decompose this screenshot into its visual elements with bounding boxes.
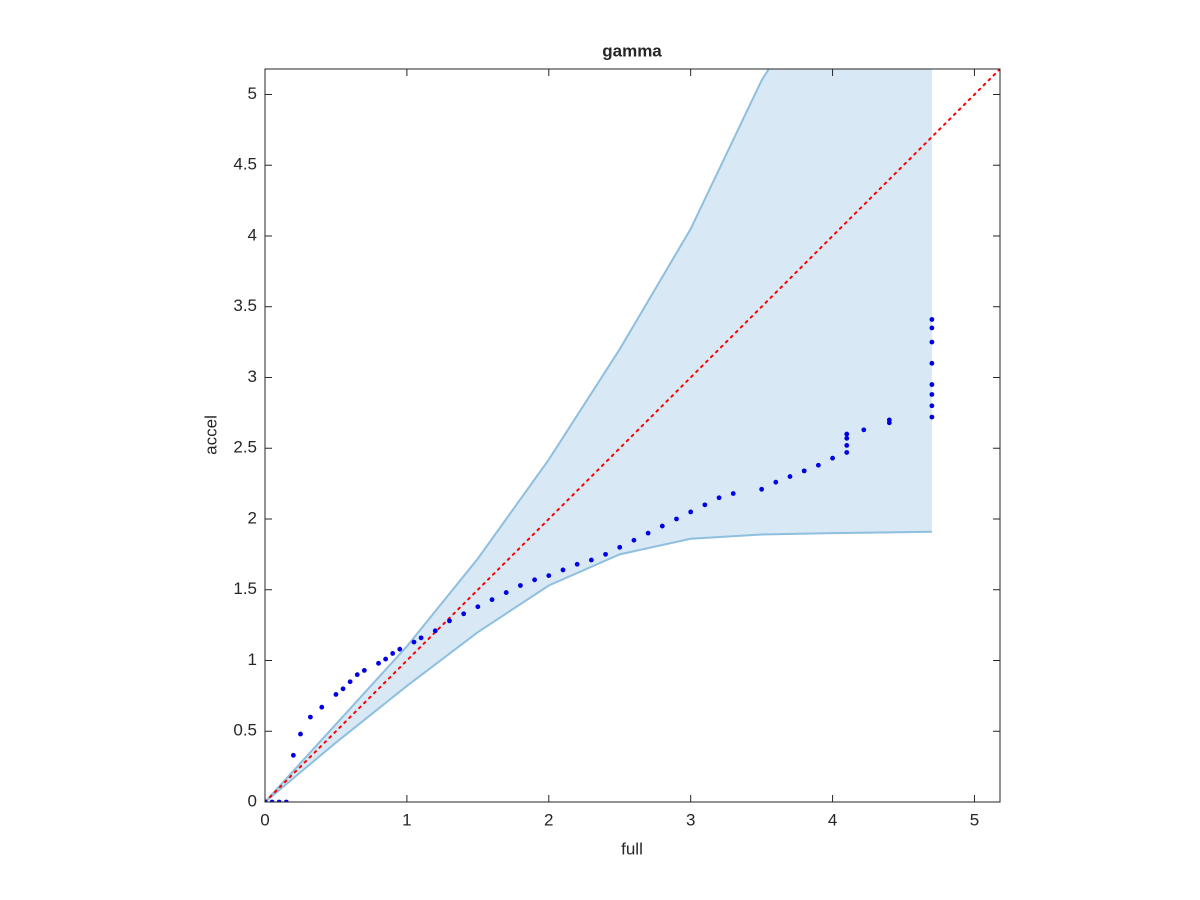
scatter-point [730, 491, 736, 496]
x-tick-label: 4 [828, 810, 837, 829]
band-lower-edge [265, 530, 932, 802]
scatter-point [390, 651, 396, 656]
y-tick-label: 2 [248, 508, 257, 527]
scatter-point [844, 431, 850, 437]
scatter-point [489, 597, 495, 603]
scatter-point [265, 799, 268, 802]
scatter-point [929, 414, 935, 420]
scatter-point [361, 667, 367, 673]
x-axis-label: full [621, 839, 643, 858]
scatter-point [773, 479, 779, 485]
scatter-point [546, 573, 552, 578]
scatter-point [588, 557, 594, 563]
scatter-point [418, 635, 424, 641]
y-tick-label: 4.5 [233, 155, 257, 174]
scatter-point [518, 583, 523, 588]
scatter-point [376, 660, 381, 666]
scatter-point [645, 530, 651, 536]
scatter-point [929, 339, 935, 345]
y-tick-label: 0 [248, 791, 257, 810]
scatter-point [929, 382, 935, 387]
reference-line [265, 69, 1000, 802]
x-tick-label: 2 [544, 810, 553, 829]
y-tick-label: 2.5 [233, 438, 257, 457]
scatter-point [532, 577, 537, 583]
scatter-point [844, 450, 850, 455]
scatter-point [861, 427, 867, 433]
scatter-point [308, 714, 313, 720]
y-tick-label: 4 [248, 225, 257, 244]
scatter-point [702, 502, 708, 508]
y-axis-label: accel [201, 415, 220, 455]
scatter-point [411, 639, 417, 645]
scatter-point [503, 590, 509, 595]
scatter-point [830, 455, 835, 461]
scatter-point [716, 495, 722, 501]
scatter-point [298, 731, 303, 737]
scatter-point [354, 672, 360, 678]
scatter-point [801, 468, 807, 474]
scatter-point [787, 474, 793, 479]
y-tick-label: 0.5 [233, 721, 257, 740]
scatter-point [347, 679, 353, 685]
y-tick-label: 1.5 [233, 579, 257, 598]
scatter-point [886, 417, 892, 423]
scatter-point [688, 509, 694, 515]
scatter-point [461, 611, 467, 617]
chart-title: gamma [602, 41, 662, 60]
scatter-point [475, 604, 481, 610]
plot-area [265, 69, 1000, 802]
scatter-point [929, 325, 935, 331]
scatter-point [290, 752, 296, 758]
scatter-point [844, 443, 850, 448]
scatter-point [574, 561, 580, 567]
scatter-point [759, 486, 765, 492]
scatter-point [397, 646, 403, 652]
scatter-point [844, 435, 850, 441]
scatter-point [432, 628, 438, 634]
y-tick-label: 3.5 [233, 296, 257, 315]
scatter-point [617, 544, 623, 550]
scatter-point [319, 704, 325, 710]
scatter-point [929, 317, 935, 322]
x-tick-label: 1 [402, 810, 411, 829]
scatter-point [269, 799, 275, 802]
scatter-point [659, 523, 665, 529]
scatter-point [383, 656, 389, 662]
scatter-point [929, 360, 935, 366]
scatter-point [603, 551, 608, 557]
y-tick-label: 1 [248, 650, 257, 669]
scatter-point [276, 799, 282, 802]
band-upper-edge [265, 69, 770, 802]
scatter-point [560, 567, 566, 573]
x-tick-label: 5 [970, 810, 979, 829]
scatter-point [929, 403, 935, 409]
scatter-point [815, 462, 821, 468]
y-tick-label: 5 [248, 84, 257, 103]
x-tick-label: 0 [260, 810, 269, 829]
y-tick-label: 3 [248, 367, 257, 386]
scatter-point [674, 516, 679, 522]
scatter-point [333, 692, 339, 697]
scatter-point [929, 392, 935, 397]
scatter-point [631, 537, 637, 543]
axes-box [264, 68, 1001, 803]
scatter-point [283, 799, 289, 802]
scatter-point [447, 618, 452, 624]
x-tick-label: 3 [686, 810, 695, 829]
scatter-point [340, 686, 346, 692]
confidence-band [265, 69, 932, 802]
